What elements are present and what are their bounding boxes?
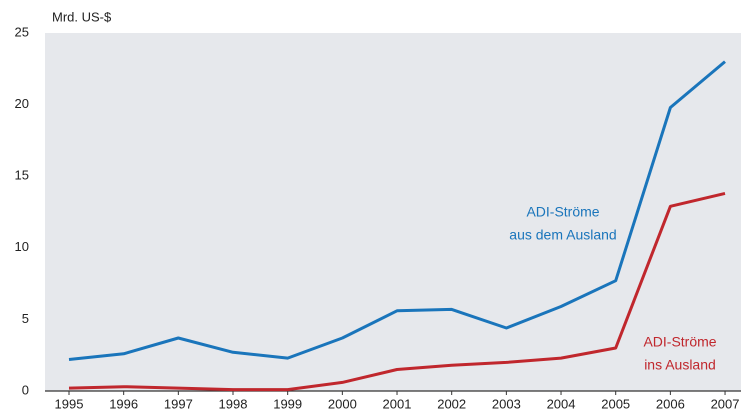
series-label: ADI-Ströme [643, 334, 716, 350]
x-tick-label: 2003 [492, 396, 521, 411]
x-tick-label: 1996 [109, 396, 138, 411]
y-tick-label: 0 [22, 382, 29, 397]
x-tick-label: 2005 [601, 396, 630, 411]
series-line [68, 60, 726, 361]
x-tick-label: 2004 [547, 396, 576, 411]
x-tick-label: 1998 [219, 396, 248, 411]
y-tick-label: 5 [22, 311, 29, 326]
x-tick-label: 2001 [383, 396, 412, 411]
series-label: aus dem Ausland [509, 227, 616, 243]
x-tick-label: 1997 [164, 396, 193, 411]
y-axis-label: Mrd. US-$ [52, 9, 112, 24]
plot-area [45, 33, 741, 391]
y-tick-label: 25 [15, 24, 29, 39]
y-tick-label: 10 [15, 239, 29, 254]
series-line [68, 191, 726, 392]
y-tick-label: 20 [15, 96, 29, 111]
series-label: ins Ausland [644, 357, 716, 373]
series-label: ADI-Ströme [526, 204, 599, 220]
y-tick-label: 15 [15, 168, 29, 183]
x-tick-label: 2006 [656, 396, 685, 411]
x-tick-label: 1999 [273, 396, 302, 411]
x-tick-label: 2000 [328, 396, 357, 411]
x-tick-label: 1995 [55, 396, 84, 411]
x-tick-label: 2002 [437, 396, 466, 411]
x-tick-label: 2007 [711, 396, 740, 411]
